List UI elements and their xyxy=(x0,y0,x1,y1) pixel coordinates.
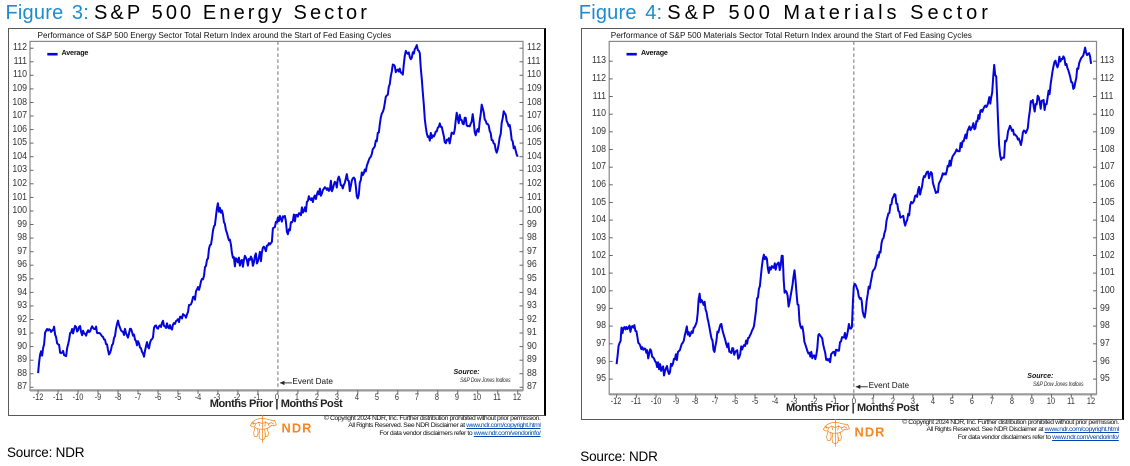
svg-text:NDR: NDR xyxy=(855,425,886,440)
svg-text:NDR: NDR xyxy=(282,421,313,436)
